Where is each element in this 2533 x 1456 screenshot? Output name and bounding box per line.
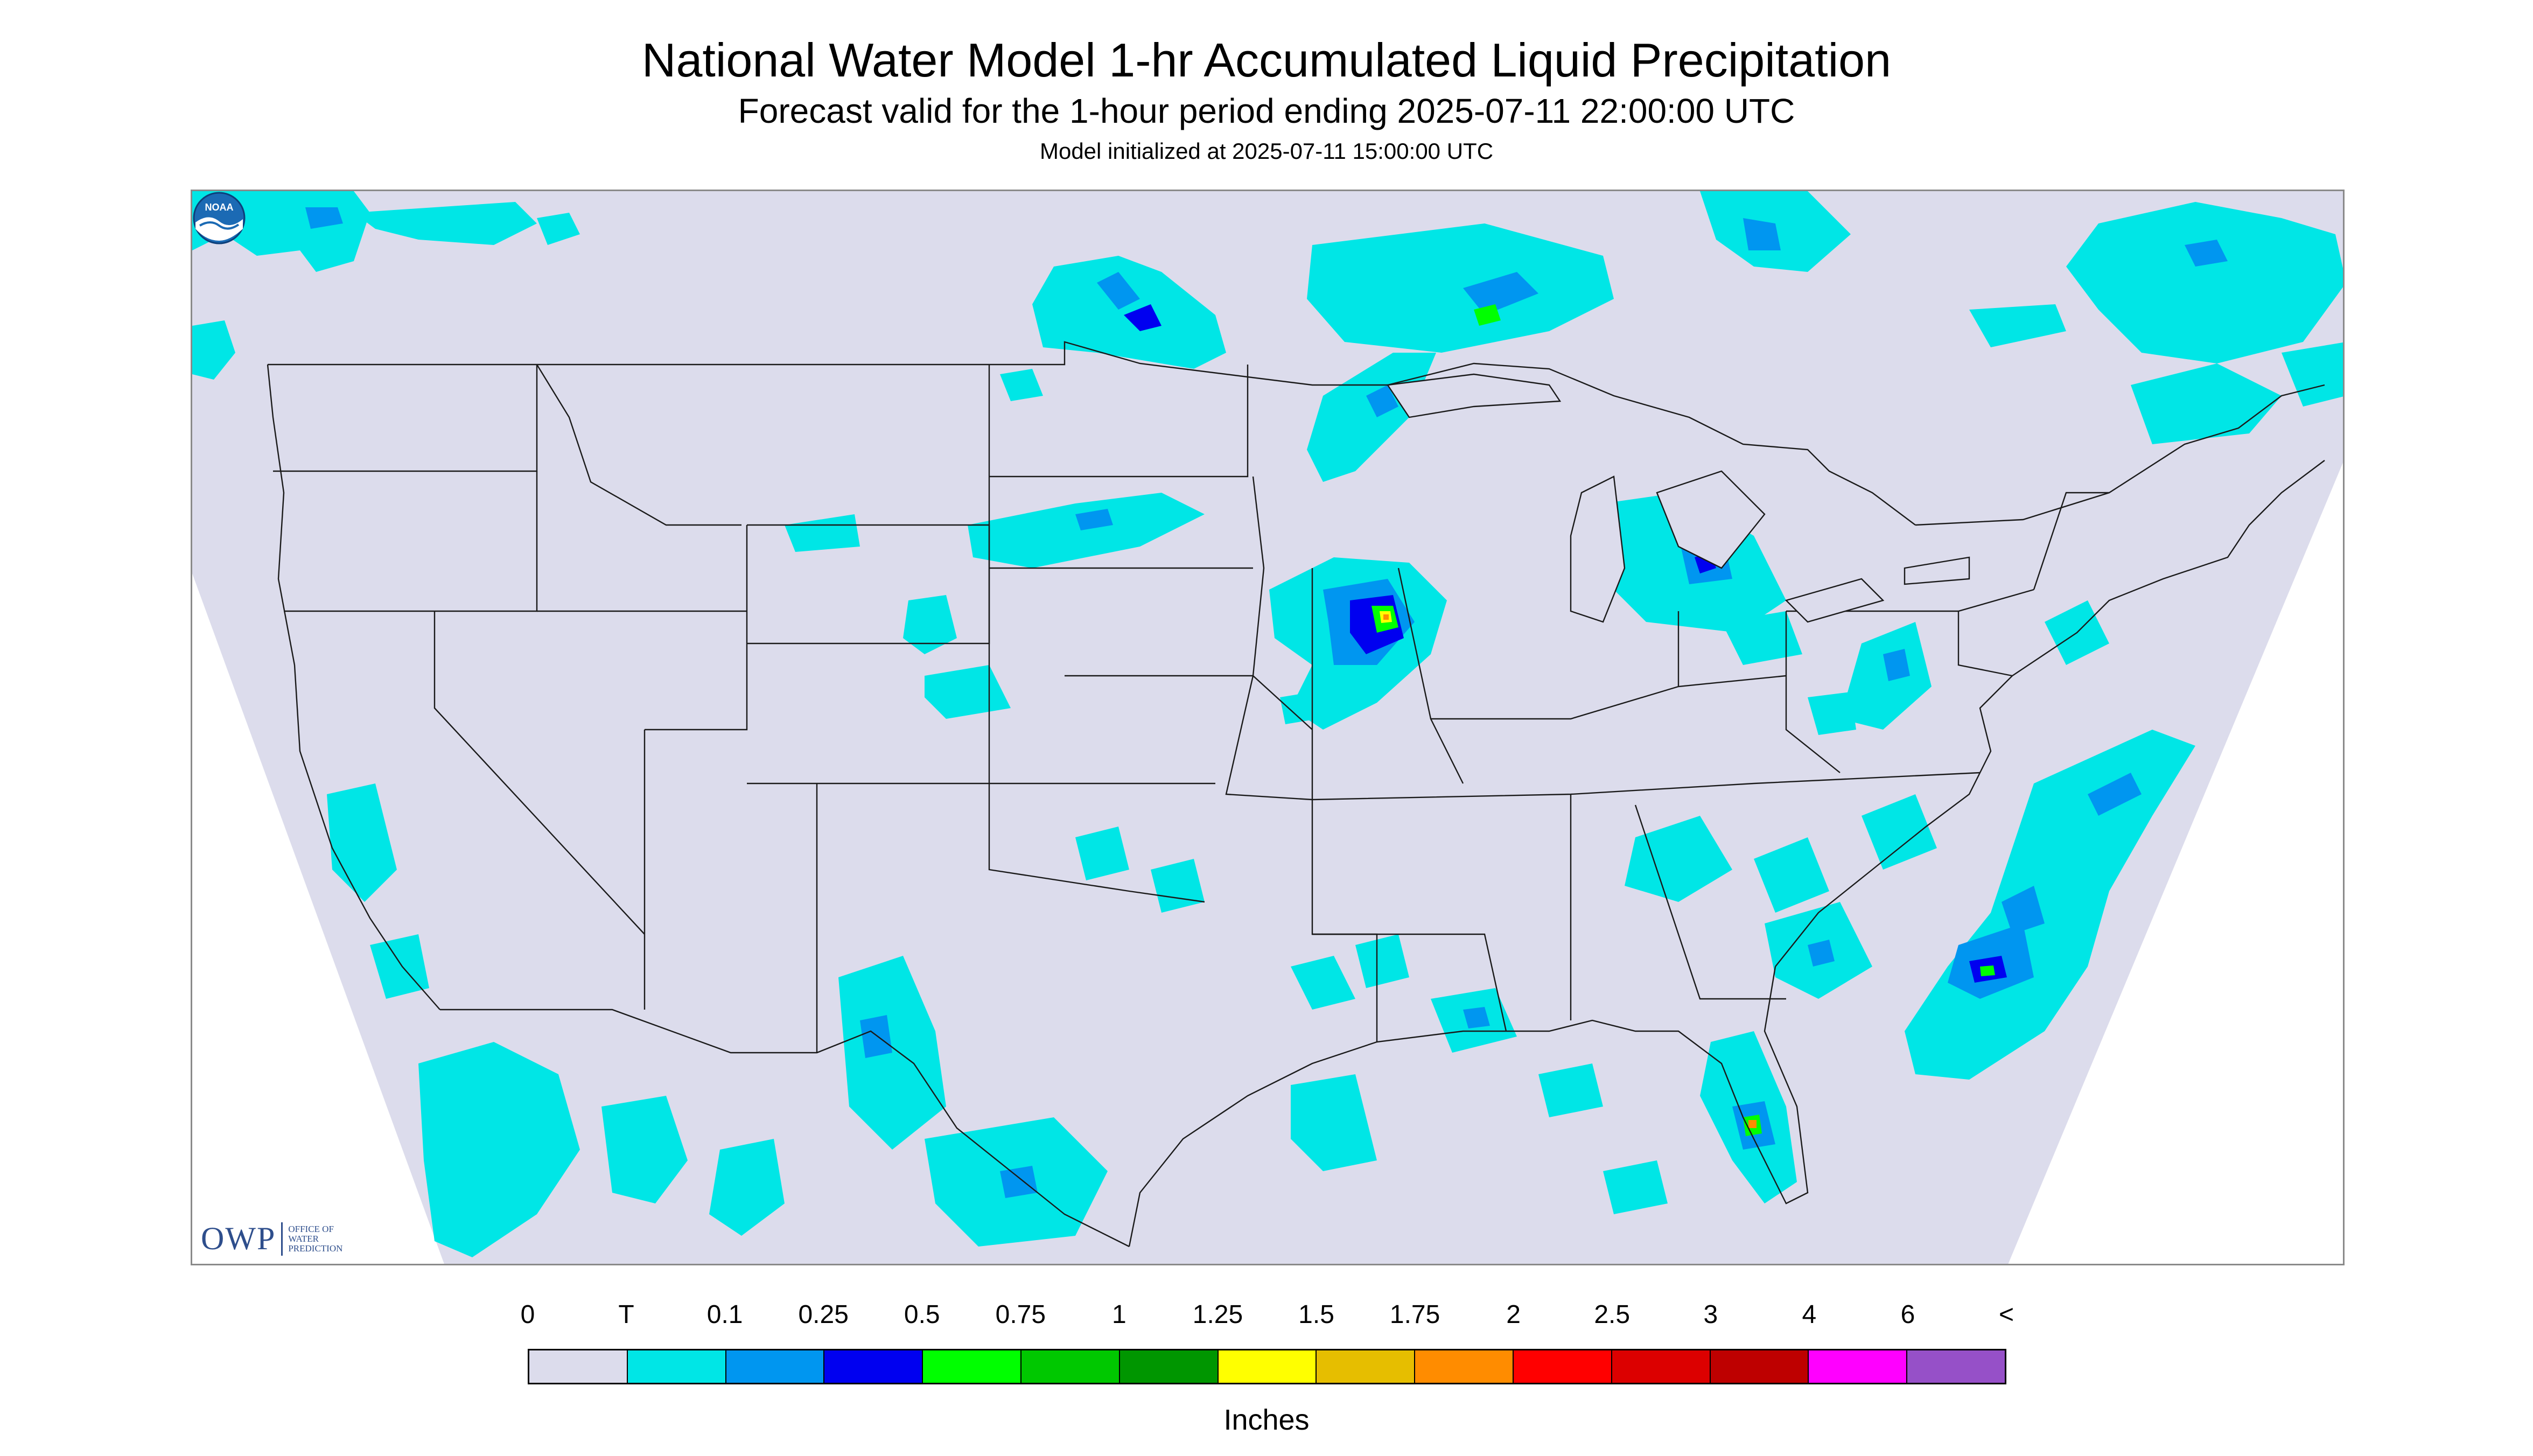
legend-tick-label: 1 xyxy=(1112,1300,1126,1329)
legend-swatch xyxy=(923,1350,1021,1383)
legend-swatch xyxy=(529,1350,628,1383)
precipitation-map: OWP OFFICE OF WATER PREDICTION NOAA xyxy=(191,190,2345,1265)
legend-swatch xyxy=(1317,1350,1416,1383)
great-lakes xyxy=(1386,373,1970,623)
legend-tick-label: 0.1 xyxy=(706,1300,743,1329)
legend-tick-label: 6 xyxy=(1900,1300,1915,1329)
owp-logo-text: OFFICE OF WATER PREDICTION xyxy=(288,1223,343,1254)
map-title: National Water Model 1-hr Accumulated Li… xyxy=(641,33,1892,87)
precip-layer xyxy=(192,191,2343,1257)
legend-swatch xyxy=(1710,1350,1809,1383)
legend-tick-label: 2 xyxy=(1506,1300,1521,1329)
legend-tick-label: 2.5 xyxy=(1594,1300,1631,1329)
legend-swatch xyxy=(824,1350,923,1383)
legend-swatch xyxy=(627,1350,726,1383)
legend-tick-label: 1.75 xyxy=(1389,1300,1440,1329)
legend-tick-label: T xyxy=(618,1300,634,1329)
map-canvas xyxy=(192,191,2343,1264)
legend-tick-label: 1.25 xyxy=(1192,1300,1243,1329)
legend-swatch xyxy=(1809,1350,1908,1383)
legend-swatch xyxy=(1218,1350,1317,1383)
valid-time-subtitle: Forecast valid for the 1-hour period end… xyxy=(738,92,1795,130)
noaa-logo-text: NOAA xyxy=(205,202,234,213)
owp-logo-mark: OWP xyxy=(201,1221,276,1256)
legend-tick-label: 1.5 xyxy=(1298,1300,1334,1329)
legend-tick-label: 0.25 xyxy=(798,1300,849,1329)
legend-swatch xyxy=(726,1350,825,1383)
legend-tick-labels: 0 T 0.1 0.25 0.5 0.75 1 1.25 1.5 1.75 2 2.5 3 4 6 < xyxy=(521,1300,2014,1332)
model-domain xyxy=(192,191,2343,1264)
legend-tick-label: 4 xyxy=(1802,1300,1817,1329)
owp-logo-divider xyxy=(281,1222,283,1256)
legend-tick-label: 0.75 xyxy=(995,1300,1046,1329)
state-boundaries xyxy=(267,341,2325,1248)
legend-tick-label: 0 xyxy=(520,1300,535,1329)
legend-swatch xyxy=(1415,1350,1514,1383)
legend-tick-label: < xyxy=(1998,1300,2014,1329)
legend-tick-label: 3 xyxy=(1703,1300,1718,1329)
init-time-label: Model initialized at 2025-07-11 15:00:00… xyxy=(1039,138,1494,164)
legend-swatch xyxy=(1907,1350,2005,1383)
legend-swatch xyxy=(1513,1350,1612,1383)
legend-tick-label: 0.5 xyxy=(904,1300,940,1329)
legend-color-bar xyxy=(528,1349,2006,1384)
legend-swatch xyxy=(1021,1350,1120,1383)
legend-units-label: Inches xyxy=(1223,1404,1310,1436)
owp-logo: OWP OFFICE OF WATER PREDICTION xyxy=(201,1220,342,1257)
noaa-logo-icon: NOAA xyxy=(193,192,246,244)
legend-swatch xyxy=(1119,1350,1219,1383)
legend-swatch xyxy=(1612,1350,1711,1383)
